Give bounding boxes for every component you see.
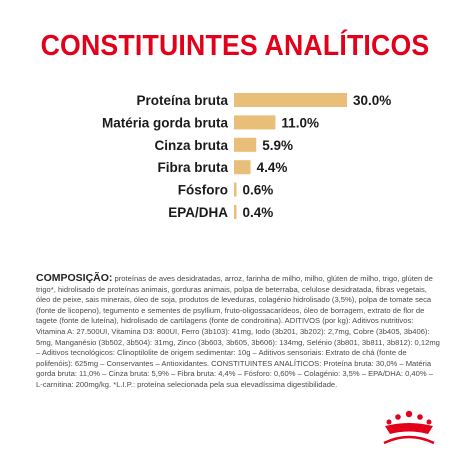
composition-body: proteínas de aves desidratadas, arroz, f… (36, 274, 440, 389)
category-label: EPA/DHA (168, 205, 228, 220)
composition-text: COMPOSIÇÃO: proteínas de aves desidratad… (36, 273, 440, 391)
bar (234, 182, 237, 197)
royal-canin-crown-logo-icon (383, 410, 435, 445)
bar (234, 137, 257, 152)
value-label: 11.0% (281, 115, 319, 130)
value-label: 0.6% (243, 183, 274, 198)
value-label: 30.0% (353, 93, 391, 108)
category-label: Cinza bruta (154, 138, 228, 153)
chart-title: CONSTITUINTES ANALÍTICOS (40, 30, 430, 62)
bar (234, 115, 276, 130)
composition-heading: COMPOSIÇÃO: (36, 272, 113, 284)
category-label: Matéria gorda bruta (102, 115, 229, 130)
value-label: 5.9% (262, 138, 293, 153)
bar-chart: Proteína bruta 30.0% Matéria gorda bruta 11… (102, 93, 391, 220)
value-label: 0.4% (243, 205, 274, 220)
bar (234, 160, 251, 175)
category-label: Fósforo (178, 183, 228, 198)
category-label: Proteína bruta (136, 93, 228, 108)
value-label: 4.4% (257, 160, 288, 175)
bar (234, 93, 347, 107)
bar (234, 205, 237, 219)
category-label: Fibra bruta (157, 160, 228, 175)
